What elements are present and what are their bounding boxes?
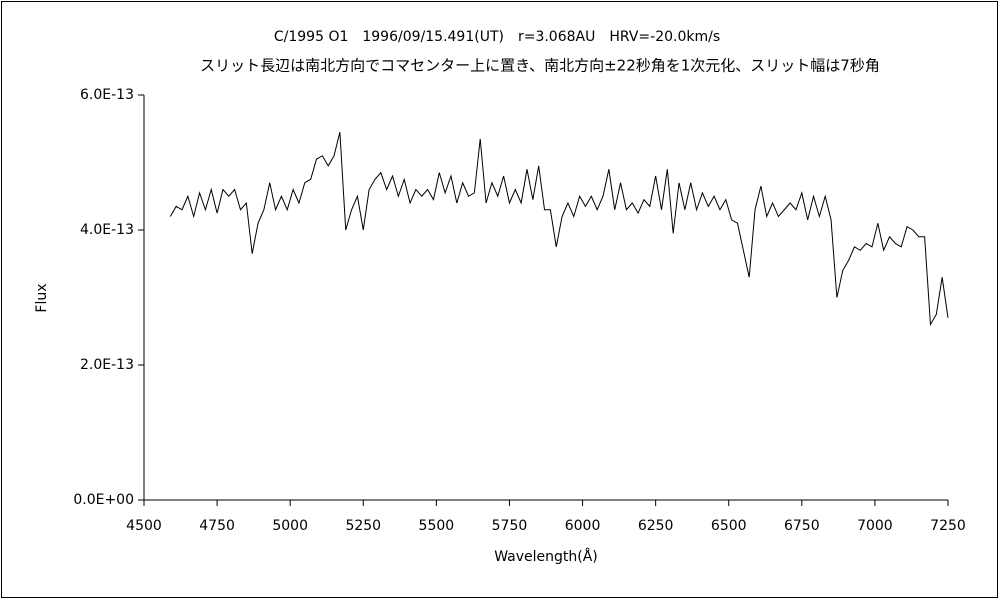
x-tick-label: 7000 xyxy=(857,518,893,534)
x-tick-label: 4750 xyxy=(199,518,235,534)
chart-subtitle: スリット長辺は南北方向でコマセンター上に置き、南北方向±22秒角を1次元化、スリ… xyxy=(200,57,880,75)
x-tick-label: 4500 xyxy=(126,518,162,534)
x-tick-label: 7250 xyxy=(930,518,966,534)
x-tick-label: 5250 xyxy=(345,518,381,534)
chart-title: C/1995 O1 1996/09/15.491(UT) r=3.068AU H… xyxy=(274,29,720,45)
y-tick-label: 4.0E-13 xyxy=(80,222,134,238)
x-tick-label: 6750 xyxy=(784,518,820,534)
x-tick-label: 6000 xyxy=(565,518,601,534)
x-tick-label: 5750 xyxy=(492,518,528,534)
x-tick-label: 6500 xyxy=(711,518,747,534)
y-tick-label: 0.0E+00 xyxy=(73,492,134,508)
x-tick-label: 5000 xyxy=(272,518,308,534)
x-axis-label: Wavelength(Å) xyxy=(494,548,598,565)
y-axis-label: Flux xyxy=(34,283,50,312)
y-tick-label: 2.0E-13 xyxy=(80,357,134,373)
x-tick-label: 5500 xyxy=(419,518,455,534)
y-tick-label: 6.0E-13 xyxy=(80,87,134,103)
spectrum-line xyxy=(169,132,949,327)
x-tick-label: 6250 xyxy=(638,518,674,534)
